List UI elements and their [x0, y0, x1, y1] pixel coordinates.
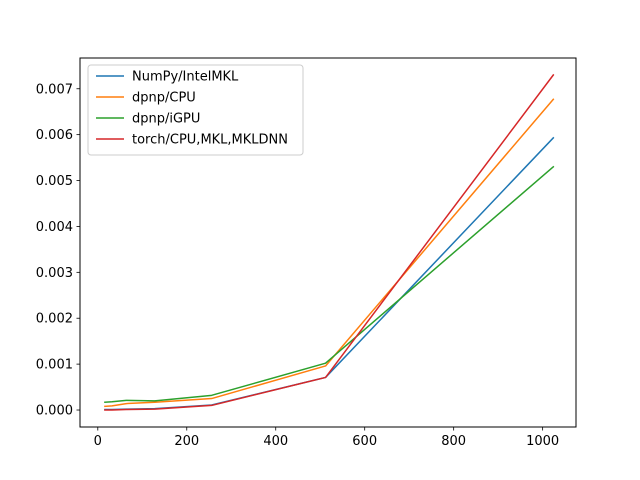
legend-label-3: torch/CPU,MKL,MKLDNN — [132, 133, 288, 148]
plot-area-frame — [79, 57, 577, 428]
y-tick-label-0: 0.000 — [36, 404, 73, 419]
series-lines — [104, 73, 555, 411]
x-tick-label-1: 200 — [174, 434, 199, 449]
y-tick-label-3: 0.003 — [36, 266, 73, 281]
x-tick-label-5: 1000 — [526, 434, 559, 449]
y-tick-label-4: 0.004 — [36, 220, 73, 235]
y-tick-label-2: 0.002 — [36, 312, 73, 327]
legend-frame — [87, 64, 304, 156]
x-tick-label-2: 400 — [263, 434, 288, 449]
legend-label-0: NumPy/IntelMKL — [132, 70, 239, 85]
series-line-1 — [104, 98, 555, 408]
x-tick-label-4: 800 — [441, 434, 466, 449]
y-axis-ticks: 0.000 0.001 0.002 0.003 0.004 0.005 0.006 0.007 — [36, 82, 80, 419]
x-tick-label-3: 600 — [352, 434, 377, 449]
y-tick-label-6: 0.006 — [36, 128, 73, 143]
legend: NumPy/IntelMKL dpnp/CPU dpnp/iGPU torch/CPU… — [87, 64, 304, 156]
y-tick-label-1: 0.001 — [36, 358, 73, 373]
series-line-3 — [104, 73, 555, 411]
x-tick-label-0: 0 — [94, 434, 102, 449]
y-tick-label-7: 0.007 — [36, 82, 73, 97]
x-axis-ticks: 0 200 400 600 800 1000 — [94, 427, 559, 449]
legend-label-1: dpnp/CPU — [132, 91, 196, 106]
y-tick-label-5: 0.005 — [36, 174, 73, 189]
series-line-2 — [104, 165, 555, 404]
legend-label-2: dpnp/iGPU — [132, 112, 200, 127]
